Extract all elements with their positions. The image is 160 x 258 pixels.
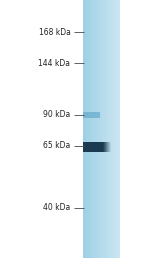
FancyBboxPatch shape	[83, 112, 100, 118]
Text: 40 kDa: 40 kDa	[43, 203, 70, 212]
Text: 90 kDa: 90 kDa	[43, 110, 70, 119]
Text: 144 kDa: 144 kDa	[38, 59, 70, 68]
FancyBboxPatch shape	[83, 142, 104, 152]
Text: 168 kDa: 168 kDa	[39, 28, 70, 37]
Text: 65 kDa: 65 kDa	[43, 141, 70, 150]
